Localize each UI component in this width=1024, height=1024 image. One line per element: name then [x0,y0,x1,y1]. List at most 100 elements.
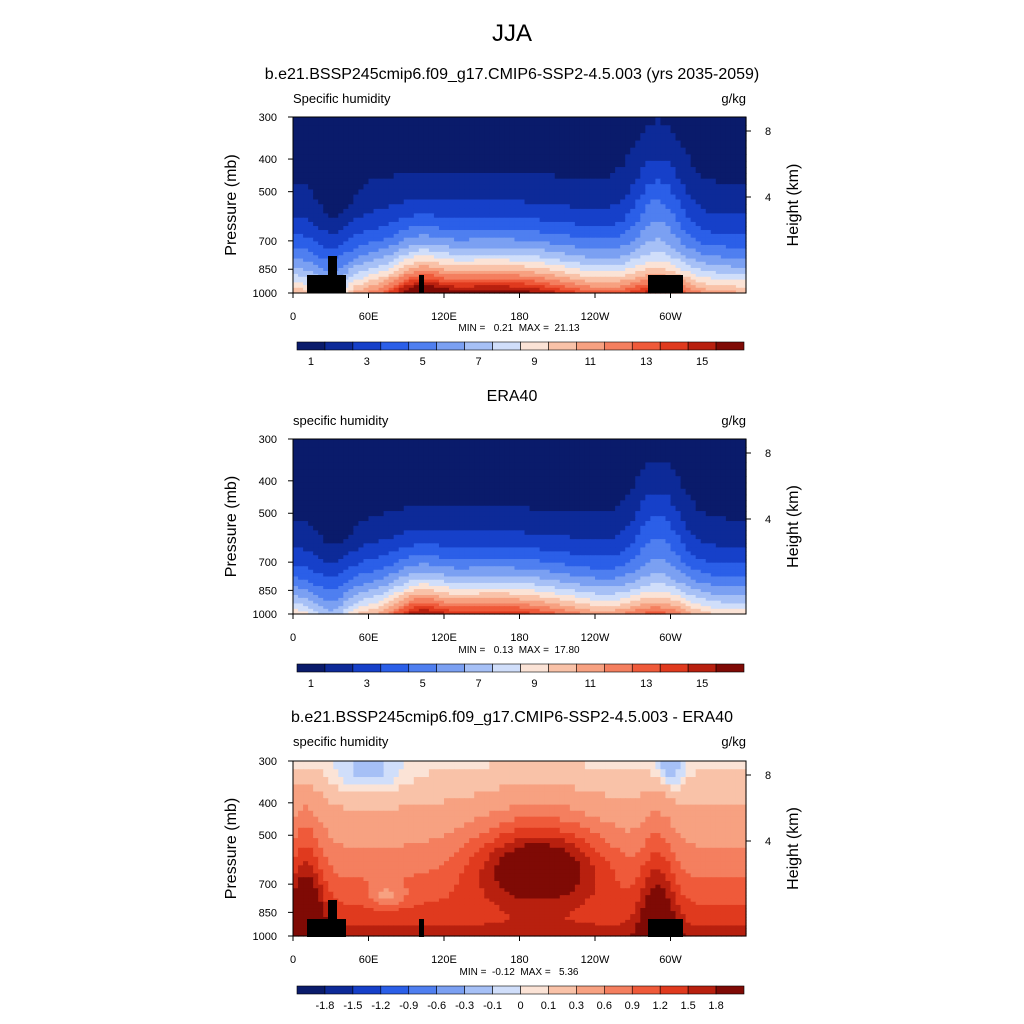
field-cell [660,244,667,250]
field-cell [595,140,601,149]
field-cell [509,213,516,219]
field-cell [489,147,495,156]
field-cell [393,154,400,162]
x-tick-label: 60W [659,311,682,323]
field-cell [459,167,465,174]
field-cell [600,194,606,201]
field-cell [313,172,319,180]
field-cell [383,287,390,292]
field-cell [625,290,631,294]
field-cell [348,500,354,507]
field-cell [298,178,304,185]
field-cell [418,500,425,507]
field-cell [378,270,385,275]
field-cell [368,217,375,223]
field-cell [600,213,606,219]
field-cell [318,521,324,527]
field-cell [428,287,435,292]
field-cell [318,469,324,477]
field-cell [509,226,516,231]
field-cell [469,172,475,180]
field-cell [514,285,521,289]
field-cell [353,255,360,260]
field-cell [388,241,395,246]
field-cell [630,261,636,266]
field-cell [293,282,299,286]
field-cell [504,204,511,210]
field-cell [549,264,556,269]
field-cell [635,189,641,196]
field-cell [378,233,385,239]
field-cell [645,133,651,142]
field-cell [584,267,591,272]
field-cell [298,476,304,484]
field-cell [544,194,551,201]
field-cell [303,140,309,149]
field-cell [620,189,626,196]
field-cell [494,248,500,253]
field-cell [464,248,470,253]
field-cell [438,476,445,484]
field-cell [554,511,561,517]
field-cell [489,285,495,289]
field-cell [338,258,344,263]
field-cell [363,226,370,231]
field-cell [519,447,526,456]
field-cell [428,167,435,174]
field-cell [504,447,511,456]
field-cell [630,462,636,471]
topography-mask [307,256,683,293]
field-cell [398,261,405,266]
field-cell [383,282,390,286]
field-cell [368,287,375,292]
field-cell [519,140,526,149]
field-cell [353,237,360,242]
field-cell [343,273,349,278]
field-cell [459,237,465,242]
field-cell [318,226,324,231]
field-cell [303,194,309,201]
field-cell [549,447,556,456]
field-cell [735,462,742,471]
field-cell [383,500,390,507]
field-cell [549,462,556,471]
field-cell [323,439,329,448]
field-cell [348,204,354,210]
field-cell [484,184,490,191]
field-cell [509,178,516,185]
field-cell [459,244,465,250]
field-cell [715,117,722,126]
field-cell [690,455,697,464]
field-cell [610,178,616,185]
field-cell [620,270,626,275]
field-cell [428,279,435,283]
field-cell [524,264,531,269]
field-cell [479,447,485,456]
field-cell [665,230,672,235]
field-cell [554,505,561,512]
field-cell [720,279,727,283]
field-cell [303,273,309,278]
field-cell [720,267,727,272]
field-cell [343,525,349,531]
field-cell [383,147,390,156]
field-cell [313,500,319,507]
field-cell [383,117,390,126]
field-cell [328,237,334,242]
field-cell [428,488,435,496]
field-cell [323,270,329,275]
field-cell [373,488,380,496]
field-cell [358,516,365,522]
field-cell [398,217,405,223]
field-cell [529,208,536,214]
field-cell [459,194,465,201]
field-cell [338,154,344,162]
field-cell [615,213,621,219]
field-cell [489,213,495,219]
field-cell [534,511,541,517]
field-cell [298,147,304,156]
field-cell [449,521,455,527]
field-cell [413,287,420,292]
field-cell [569,154,576,162]
field-cell [383,276,390,281]
